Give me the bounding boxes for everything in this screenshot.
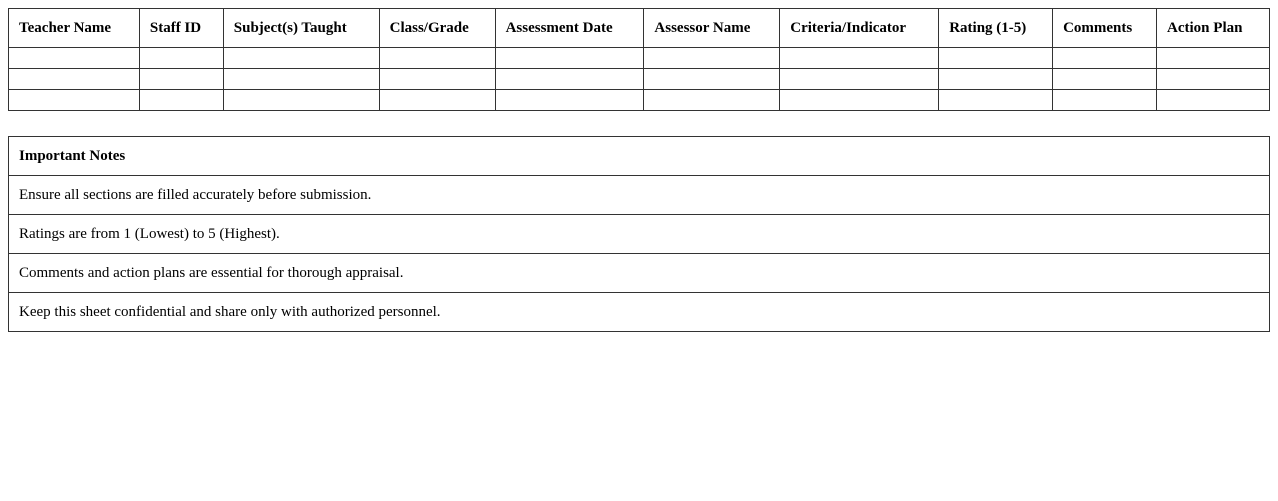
table-cell[interactable] [1156,89,1270,111]
table-cell[interactable] [1156,68,1270,90]
table-cell[interactable] [222,68,380,90]
table-cell[interactable] [1156,47,1270,69]
table-cell[interactable] [1052,68,1158,90]
column-header: Comments [1052,8,1158,48]
table-cell[interactable] [378,89,496,111]
note-row: Comments and action plans are essential … [8,253,1270,293]
appraisal-table: Teacher Name Staff ID Subject(s) Taught Cla… [8,8,1270,111]
column-header: Rating (1-5) [938,8,1054,48]
column-header: Assessor Name [643,8,781,48]
table-row [8,68,1270,90]
column-header: Class/Grade [378,8,496,48]
column-header: Subject(s) Taught [222,8,380,48]
table-row [8,89,1270,111]
table-cell[interactable] [222,89,380,111]
column-header: Assessment Date [494,8,645,48]
table-header-row: Teacher Name Staff ID Subject(s) Taught Cla… [8,8,1270,48]
table-cell[interactable] [8,47,140,69]
table-cell[interactable] [938,89,1054,111]
note-row: Ensure all sections are filled accuratel… [8,175,1270,215]
table-cell[interactable] [222,47,380,69]
notes-title: Important Notes [8,136,1270,176]
note-text: Ratings are from 1 (Lowest) to 5 (Highes… [8,214,1270,254]
table-cell[interactable] [138,47,224,69]
table-cell[interactable] [643,89,781,111]
table-cell[interactable] [8,68,140,90]
table-cell[interactable] [494,47,645,69]
column-header: Staff ID [138,8,224,48]
note-text: Ensure all sections are filled accuratel… [8,175,1270,215]
table-cell[interactable] [138,68,224,90]
note-text: Comments and action plans are essential … [8,253,1270,293]
column-header: Teacher Name [8,8,140,48]
table-cell[interactable] [643,47,781,69]
table-cell[interactable] [378,68,496,90]
note-row: Ratings are from 1 (Lowest) to 5 (Highes… [8,214,1270,254]
table-cell[interactable] [779,68,940,90]
table-cell[interactable] [378,47,496,69]
table-cell[interactable] [779,47,940,69]
table-cell[interactable] [494,68,645,90]
note-text: Keep this sheet confidential and share o… [8,292,1270,332]
notes-title-row: Important Notes [8,136,1270,176]
table-cell[interactable] [1052,89,1158,111]
table-cell[interactable] [1052,47,1158,69]
table-cell[interactable] [494,89,645,111]
table-cell[interactable] [938,68,1054,90]
column-header: Criteria/Indicator [779,8,940,48]
column-header: Action Plan [1156,8,1270,48]
table-cell[interactable] [8,89,140,111]
table-cell[interactable] [643,68,781,90]
table-row [8,47,1270,69]
note-row: Keep this sheet confidential and share o… [8,292,1270,332]
table-cell[interactable] [138,89,224,111]
important-notes-table: Important Notes Ensure all sections are … [8,136,1270,332]
table-cell[interactable] [779,89,940,111]
table-cell[interactable] [938,47,1054,69]
